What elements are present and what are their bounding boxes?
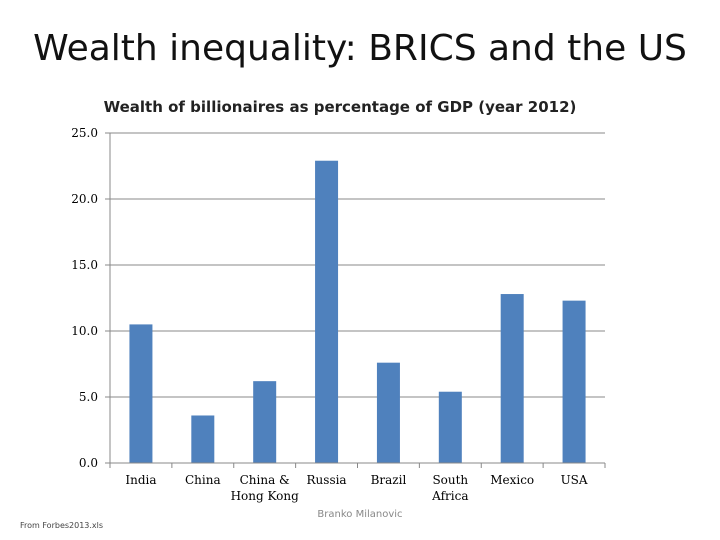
chart-title: Wealth of billionaires as percentage of … (104, 98, 577, 116)
bar (376, 362, 400, 463)
source-note: From Forbes2013.xls (20, 521, 104, 530)
y-tick-label: 25.0 (71, 126, 98, 140)
x-category-label: Brazil (371, 473, 407, 487)
bar (438, 391, 462, 463)
x-category-label: Russia (307, 473, 347, 487)
y-tick-label: 0.0 (79, 456, 98, 470)
bars (129, 160, 586, 463)
author-note: Branko Milanovic (317, 509, 403, 520)
slide-title: Wealth inequality: BRICS and the US (33, 28, 687, 69)
x-category-label: China & Hong Kong (231, 473, 300, 503)
axes (105, 132, 606, 468)
tick-labels: 0.0 5.0 10.0 15.0 20.0 25.0 India China China & H… (71, 126, 588, 503)
y-tick-label: 10.0 (71, 324, 98, 338)
gridlines (110, 132, 605, 398)
bar (129, 324, 153, 463)
x-category-label: India (125, 473, 156, 487)
x-category-label: South Africa (431, 473, 468, 503)
bar (191, 415, 215, 463)
x-category-label: USA (561, 473, 588, 487)
bar (315, 160, 339, 463)
y-tick-label: 15.0 (71, 258, 98, 272)
bar (562, 300, 586, 463)
y-tick-label: 20.0 (71, 192, 98, 206)
x-category-label: China (185, 473, 221, 487)
bar (253, 381, 277, 463)
y-tick-label: 5.0 (79, 390, 98, 404)
x-category-label: Mexico (490, 473, 534, 487)
bar (500, 294, 524, 463)
